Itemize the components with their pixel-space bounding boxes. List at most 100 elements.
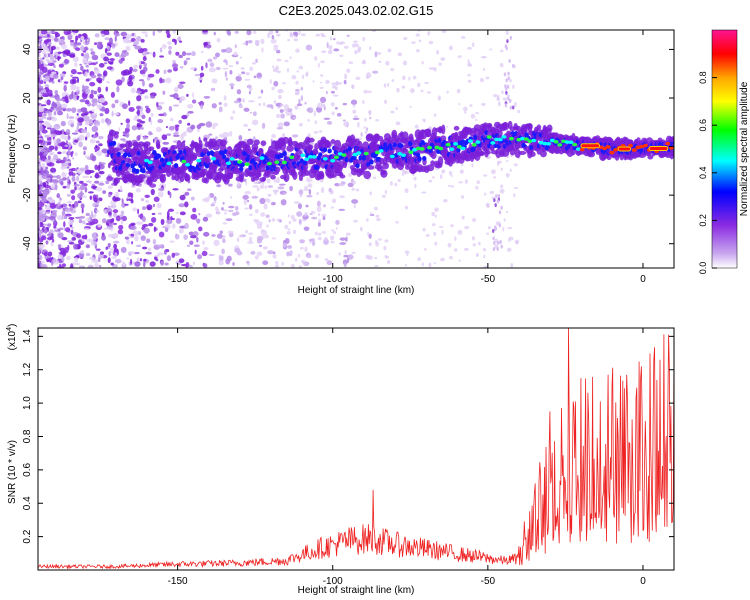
- heatmap-speckle: [73, 243, 78, 250]
- heatmap-speckle: [486, 232, 489, 236]
- heatmap-speckle: [169, 117, 174, 122]
- heatmap-speckle: [145, 107, 151, 114]
- heatmap-speckle: [112, 205, 116, 210]
- heatmap-ridge-cell: [260, 140, 267, 146]
- heatmap-ridge-cell: [334, 139, 342, 150]
- heatmap-speckle: [90, 74, 97, 79]
- heatmap-speckle: [298, 189, 304, 196]
- heatmap-speckle: [508, 237, 511, 243]
- heatmap-speckle: [53, 36, 59, 43]
- heatmap-speckle: [413, 176, 417, 181]
- heatmap-speckle: [270, 38, 277, 44]
- heatmap-speckle: [464, 110, 467, 114]
- heatmap-speckle: [507, 226, 513, 230]
- heatmap-speckle: [286, 231, 291, 235]
- heatmap-speckle: [222, 209, 229, 212]
- heatmap-ridge-cell: [362, 141, 370, 150]
- heatmap-speckle: [259, 197, 266, 205]
- heatmap-speckle: [80, 128, 88, 134]
- heatmap-speckle: [98, 143, 103, 147]
- heatmap-speckle: [282, 242, 287, 248]
- heatmap-speckle: [232, 261, 235, 266]
- heatmap-speckle: [103, 227, 110, 230]
- heatmap-speckle: [213, 31, 216, 36]
- heatmap-speckle: [66, 113, 69, 120]
- heatmap-speckle: [338, 208, 346, 211]
- heatmap-speckle: [420, 89, 424, 93]
- heatmap-speckle: [280, 199, 287, 206]
- heatmap-speckle: [68, 116, 75, 120]
- heatmap-speckle: [99, 113, 104, 117]
- heatmap-speckle: [57, 51, 62, 55]
- heatmap-speckle: [93, 180, 100, 184]
- heatmap-ridge-cell: [261, 176, 267, 182]
- heatmap-speckle: [111, 110, 114, 117]
- heatmap-speckle: [155, 69, 160, 74]
- heatmap-speckle: [507, 71, 510, 76]
- heatmap-speckle: [53, 130, 61, 134]
- heatmap-hotspot: [501, 135, 507, 139]
- heatmap-speckle: [365, 218, 369, 222]
- heatmap-speckle: [491, 169, 496, 175]
- heatmap-speckle: [464, 247, 469, 251]
- heatmap-speckle: [89, 221, 95, 226]
- heatmap-speckle: [191, 99, 197, 104]
- heatmap-speckle: [305, 44, 313, 51]
- heatmap-speckle: [212, 122, 219, 127]
- heatmap-speckle: [496, 240, 500, 245]
- heatmap-speckle: [274, 264, 279, 268]
- heatmap-speckle: [247, 40, 253, 44]
- heatmap-speckle: [351, 251, 356, 254]
- heatmap-speckle: [104, 47, 108, 54]
- heatmap-ridge-cell: [344, 157, 349, 163]
- heatmap-ridge-cell: [152, 150, 157, 156]
- heatmap-speckle: [459, 169, 464, 174]
- heatmap-ridge-cell: [253, 139, 260, 146]
- heatmap-speckle: [261, 47, 264, 53]
- heatmap-speckle: [94, 172, 100, 179]
- heatmap-hotspot: [244, 162, 250, 167]
- heatmap-speckle: [203, 231, 210, 237]
- heatmap-speckle: [178, 119, 182, 124]
- heatmap-speckle: [42, 121, 49, 125]
- heatmap-hotspot: [419, 147, 425, 151]
- heatmap-speckle: [50, 108, 55, 111]
- heatmap-speckle: [497, 161, 500, 167]
- heatmap-speckle: [471, 42, 475, 48]
- heatmap-speckle: [431, 223, 436, 227]
- heatmap-speckle: [91, 98, 98, 104]
- heatmap-speckle: [38, 125, 44, 132]
- heatmap-speckle: [348, 61, 354, 65]
- heatmap-speckle: [344, 250, 347, 255]
- heatmap-speckle: [191, 196, 195, 201]
- heatmap-speckle: [390, 110, 395, 114]
- heatmap-speckle: [81, 52, 84, 57]
- heatmap-speckle: [61, 172, 67, 178]
- heatmap-speckle: [298, 218, 302, 225]
- heatmap-speckle: [198, 77, 204, 81]
- heatmap-speckle: [232, 110, 236, 114]
- heatmap-speckle: [212, 201, 217, 204]
- heatmap-ridge-cell: [518, 150, 527, 156]
- heatmap-speckle: [38, 60, 41, 67]
- heatmap-speckle: [51, 80, 55, 84]
- heatmap-speckle: [284, 224, 289, 230]
- heatmap-speckle: [172, 104, 180, 107]
- heatmap-ridge-cell: [108, 129, 117, 137]
- heatmap-speckle: [163, 69, 167, 75]
- heatmap-speckle: [289, 56, 292, 60]
- heatmap-speckle: [117, 229, 124, 235]
- heatmap-speckle: [107, 194, 112, 198]
- heatmap-speckle: [127, 80, 134, 87]
- heatmap-speckle: [247, 128, 251, 131]
- heatmap-hotspot: [497, 137, 503, 142]
- heatmap-speckle: [142, 224, 149, 227]
- heatmap-speckle: [149, 261, 156, 267]
- heatmap-speckle: [378, 60, 382, 63]
- heatmap-speckle: [368, 242, 372, 247]
- heatmap-speckle: [369, 191, 372, 196]
- heatmap-speckle: [78, 218, 83, 224]
- heatmap-speckle: [38, 214, 44, 218]
- snr-ytick-label: 0.6: [22, 462, 33, 476]
- heatmap-hotspot: [229, 157, 235, 161]
